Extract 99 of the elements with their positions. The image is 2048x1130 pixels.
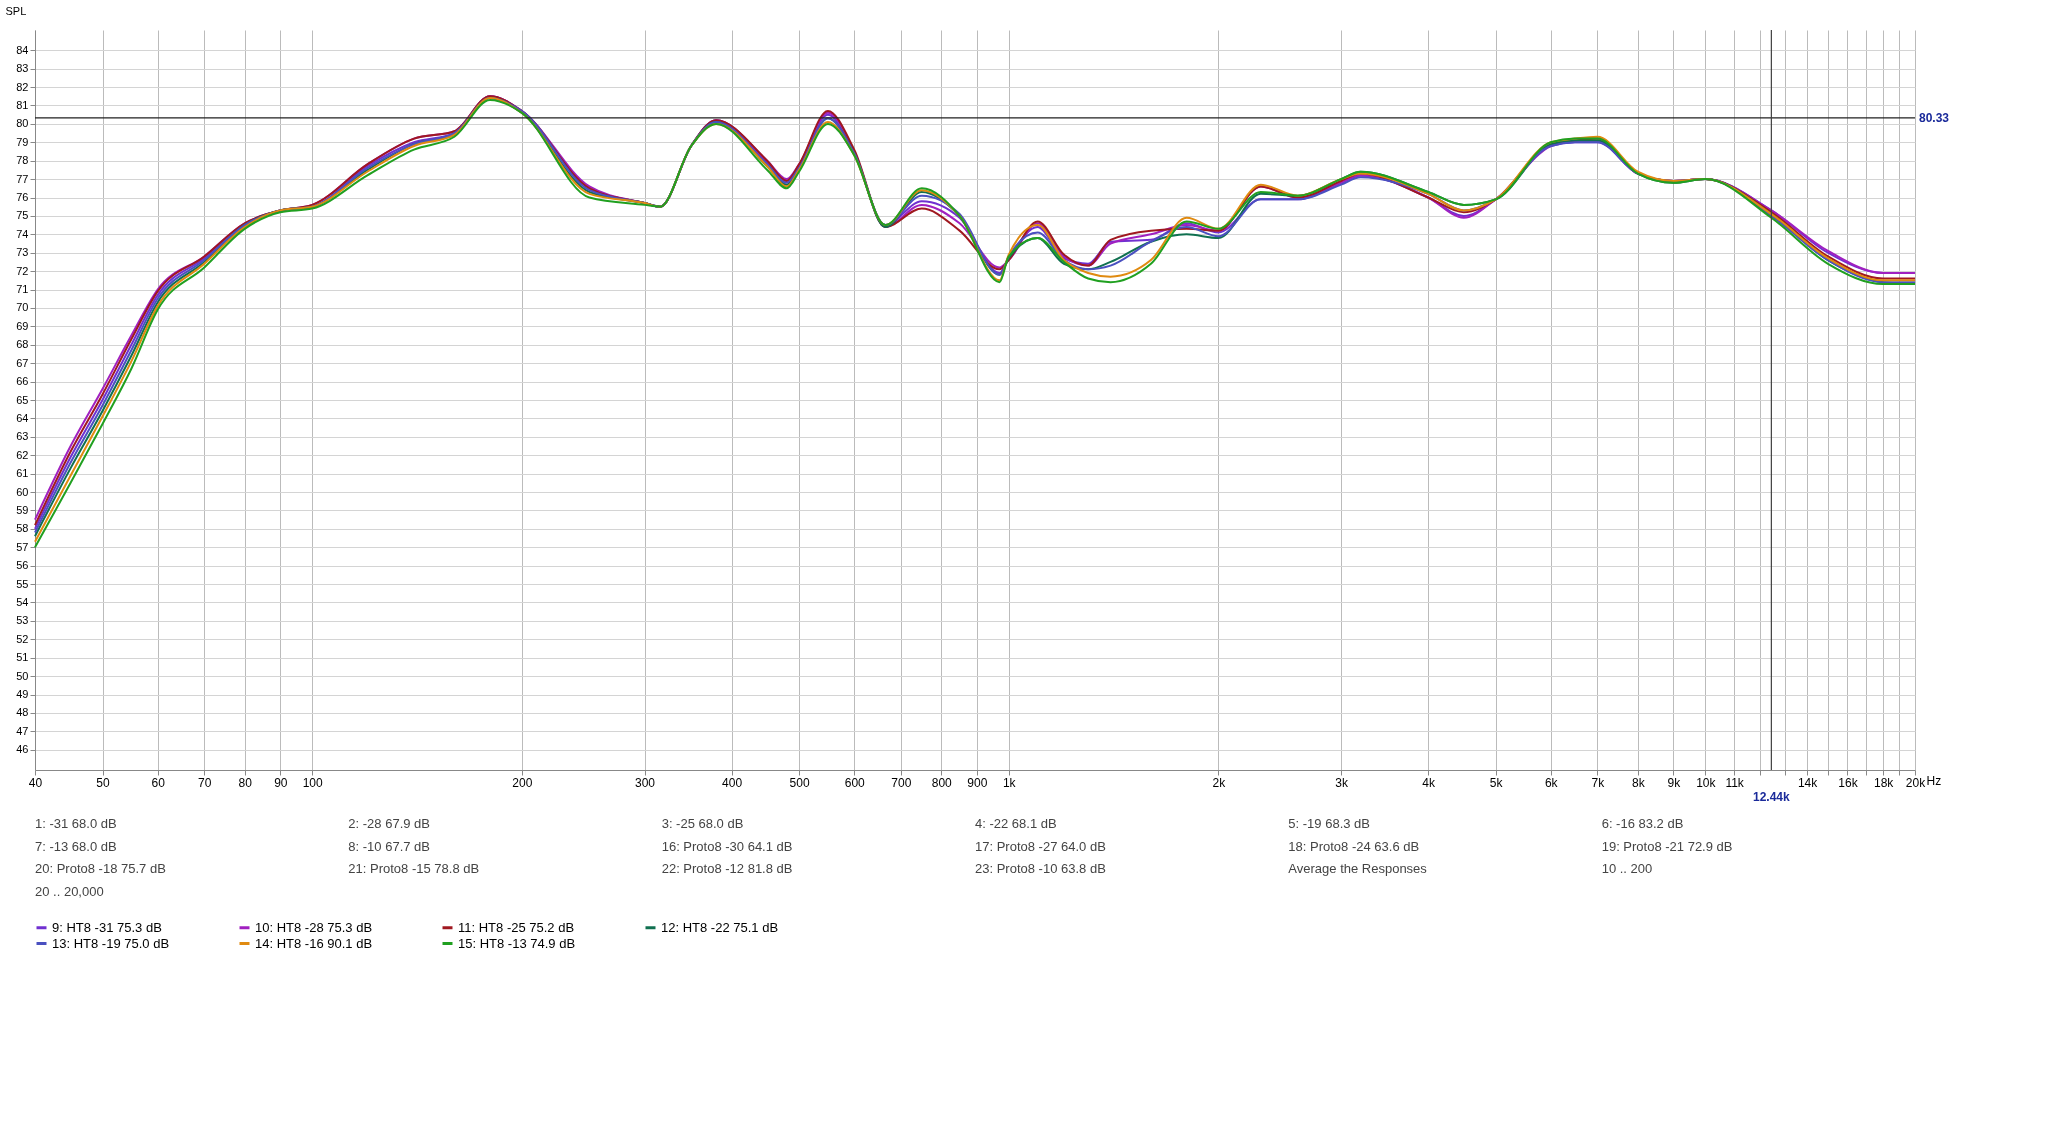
y-tick-label: 56 [16,559,29,572]
legend-label: 10: HT8 -28 75.3 dB [255,919,373,935]
x-tick-label: 500 [789,775,810,790]
x-tick-label: 9k [1667,775,1682,790]
text: 17: Proto8 -27 64.0 dB [975,838,1106,854]
x-tick-label: 2k [1212,775,1227,790]
y-tick-label: 49 [16,688,29,701]
x-tick-label: 50 [96,775,110,790]
x-tick-label: 80 [238,775,253,790]
text: 21: Proto8 -15 78.8 dB [348,861,480,877]
x-tick-label: 1k [1002,775,1017,790]
y-tick-label: 82 [16,80,29,93]
x-tick-label: 20k [1905,775,1927,790]
y-tick-label: 58 [16,522,29,535]
legend-label: 12: HT8 -22 75.1 dB [661,919,779,935]
x-tick-label: 800 [931,775,953,790]
text: 1: -31 68.0 dB [35,816,117,832]
legend-label: 15: HT8 -13 74.9 dB [458,935,576,951]
text: 5: -19 68.3 dB [1288,816,1371,832]
y-tick-label: 47 [16,724,29,737]
y-tick-label: 70 [16,301,29,314]
x-tick-label: 3k [1335,775,1349,790]
ref-line-label: 80.33 [1919,110,1950,125]
y-tick-label: 57 [16,540,29,553]
text: 20: Proto8 -18 75.7 dB [35,861,166,877]
y-tick-label: 48 [16,706,29,719]
y-tick-label: 80 [16,117,29,130]
y-tick-label: 62 [16,448,29,461]
x-tick-label: 300 [635,775,656,790]
y-tick-label: 75 [16,209,29,222]
y-tick-label: 50 [16,669,29,682]
text: 20 .. 20,000 [35,883,104,899]
text: 19: Proto8 -21 72.9 dB [1601,838,1733,854]
x-tick-label: 18k [1873,775,1895,790]
text: 10 .. 200 [1601,861,1653,877]
y-tick-label: 61 [16,467,29,480]
x-tick-label: 4k [1422,775,1436,790]
text: 2: -28 67.9 dB [348,816,431,832]
text: 18: Proto8 -24 63.6 dB [1288,838,1420,854]
x-tick-label: 70 [198,775,212,790]
text: 8: -10 67.7 dB [348,838,431,854]
y-tick-label: 79 [16,135,29,148]
text: 23: Proto8 -10 63.8 dB [975,861,1106,877]
ref-line-label: 12.44k [1753,790,1791,804]
text: Average the Responses [1288,861,1428,877]
y-tick-label: 68 [16,338,29,351]
y-axis-title: SPL [5,4,27,17]
y-tick-label: 52 [16,632,29,645]
text: 3: -25 68.0 dB [661,816,744,832]
x-tick-label: 40 [28,775,43,790]
y-tick-label: 83 [16,62,29,75]
text: 16: Proto8 -30 64.1 dB [661,838,793,854]
x-tick-label: 14k [1797,775,1819,790]
x-tick-label: 200 [512,775,533,790]
x-tick-label: 10k [1696,775,1717,790]
y-tick-label: 59 [16,503,29,516]
x-tick-label: 6k [1544,775,1559,790]
y-tick-label: 72 [16,264,29,277]
y-tick-label: 54 [16,595,29,608]
x-tick-label: 60 [151,775,166,790]
y-tick-label: 46 [16,743,29,756]
x-tick-label: 8k [1631,775,1646,790]
y-tick-label: 76 [16,191,29,204]
y-tick-label: 73 [16,246,29,259]
legend-label: 13: HT8 -19 75.0 dB [52,935,170,951]
y-tick-label: 78 [16,154,29,167]
legend-label: 11: HT8 -25 75.2 dB [458,919,575,935]
x-tick-label: 5k [1489,775,1504,790]
text: 4: -22 68.1 dB [975,816,1057,832]
legend-label: 9: HT8 -31 75.3 dB [52,919,162,935]
text: 7: -13 68.0 dB [35,838,117,854]
x-tick-label: 16k [1838,775,1859,790]
x-tick-label: 11k [1725,775,1745,790]
x-tick-label: 600 [844,775,866,790]
legend-label: 14: HT8 -16 90.1 dB [255,935,373,951]
x-tick-label: 400 [722,775,743,790]
y-tick-label: 67 [16,356,29,369]
x-tick-label: 7k [1591,775,1606,790]
text: 22: Proto8 -12 81.8 dB [661,861,793,877]
x-axis-title: Hz [1926,773,1942,788]
y-tick-label: 63 [16,430,29,443]
y-tick-label: 64 [16,411,29,424]
y-tick-label: 81 [16,98,29,111]
x-tick-label: 90 [274,775,288,790]
y-tick-label: 71 [16,283,29,296]
y-tick-label: 55 [16,577,29,590]
x-tick-label: 900 [967,775,988,790]
y-tick-label: 77 [16,172,29,185]
y-tick-label: 65 [16,393,29,406]
y-tick-label: 69 [16,319,29,332]
y-tick-label: 60 [16,485,29,498]
text: 6: -16 83.2 dB [1601,816,1684,832]
x-tick-label: 700 [891,775,912,790]
y-tick-label: 66 [16,375,29,388]
y-tick-label: 74 [16,227,29,240]
y-tick-label: 53 [16,614,29,627]
x-tick-label: 100 [302,775,324,790]
y-tick-label: 51 [16,651,29,664]
y-tick-label: 84 [16,43,29,56]
